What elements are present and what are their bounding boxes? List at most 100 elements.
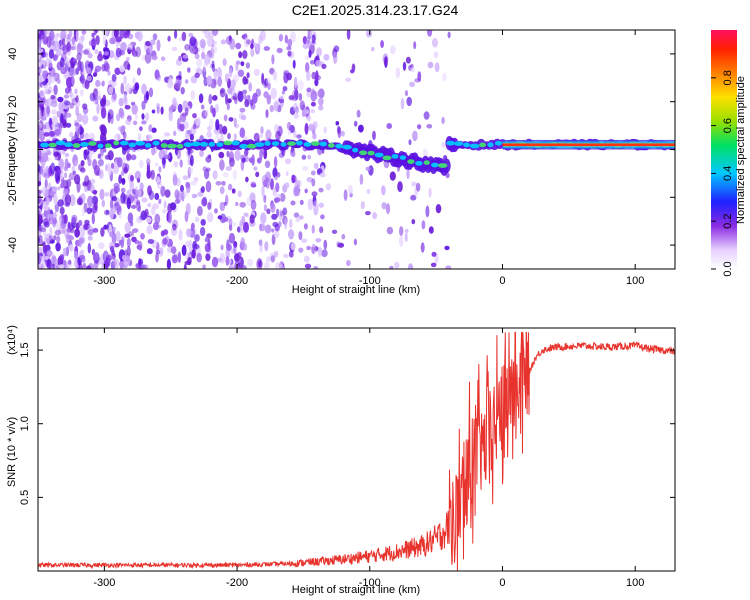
noise-dot [225, 93, 228, 105]
noise-dot [75, 95, 79, 103]
noise-dot [166, 258, 171, 269]
noise-dot [101, 30, 109, 36]
noise-dot [431, 251, 437, 257]
noise-dot [48, 49, 55, 59]
signal-band-core [454, 141, 464, 147]
noise-dot [318, 104, 324, 111]
noise-dot [312, 195, 317, 207]
noise-dot [156, 106, 160, 114]
noise-dot [207, 75, 213, 86]
noise-dot [167, 77, 173, 87]
noise-dot [67, 221, 71, 230]
noise-dot [48, 67, 56, 78]
noise-dot [190, 154, 194, 167]
noise-dot [88, 132, 95, 142]
signal-band-core [223, 140, 233, 146]
noise-dot [60, 65, 65, 73]
noise-dot [120, 41, 127, 52]
signal-band-core [352, 147, 359, 153]
noise-dot [94, 201, 98, 211]
noise-dot [83, 185, 89, 193]
noise-dot [96, 103, 100, 115]
noise-dot [243, 212, 248, 217]
noise-dot [205, 180, 212, 193]
noise-dot [132, 85, 139, 95]
noise-dot [441, 116, 445, 125]
noise-dot [225, 166, 232, 171]
noise-dot [45, 197, 50, 206]
noise-dot [168, 110, 173, 122]
noise-dot [103, 147, 107, 153]
noise-dot [211, 60, 215, 68]
noise-dot [241, 265, 247, 269]
noise-dot [384, 56, 388, 68]
noise-dot [243, 221, 249, 233]
noise-dot [423, 111, 430, 120]
noise-dot [196, 252, 202, 263]
noise-dot [69, 90, 73, 98]
noise-dot [279, 193, 286, 202]
noise-dot [122, 131, 127, 140]
noise-dot [304, 263, 312, 269]
signal-band-core [167, 143, 177, 149]
noise-dot [87, 242, 92, 254]
x-tick-label: -100 [359, 275, 381, 287]
noise-dot [292, 150, 296, 158]
noise-dot [129, 221, 134, 227]
noise-dot [385, 203, 391, 215]
noise-dot [306, 245, 311, 251]
noise-dot [41, 186, 48, 197]
signal-band-core [191, 141, 201, 147]
noise-dot [307, 198, 314, 211]
noise-dot [120, 82, 125, 95]
noise-dot [40, 116, 47, 121]
noise-dot [167, 246, 172, 253]
noise-dot [99, 124, 106, 132]
x-tick-label: 0 [499, 275, 505, 287]
noise-dot [320, 214, 325, 220]
noise-dot [282, 207, 288, 216]
noise-dot [89, 183, 95, 193]
noise-dot [293, 89, 298, 102]
noise-dot [202, 66, 207, 79]
snr-xlabel: Height of straight line (km) [292, 584, 420, 596]
noise-dot [154, 69, 160, 80]
noise-dot [273, 231, 280, 239]
noise-dot [65, 246, 70, 257]
noise-dot [59, 254, 65, 262]
noise-dot [131, 236, 137, 243]
noise-dot [247, 258, 254, 267]
noise-dot [38, 236, 41, 244]
noise-dot [275, 261, 280, 269]
noise-dot [125, 119, 132, 126]
signal-band-core [382, 155, 392, 161]
noise-dot [306, 114, 311, 122]
noise-dot [187, 257, 192, 266]
noise-dot [74, 159, 78, 167]
noise-dot [63, 214, 68, 224]
y-tick-label: 40 [7, 48, 19, 60]
noise-dot [293, 212, 300, 218]
noise-dot [163, 200, 167, 209]
noise-dot [154, 213, 161, 225]
snr-series-line [38, 331, 675, 571]
noise-dot [366, 30, 372, 38]
noise-dot [56, 235, 61, 244]
noise-dot [112, 204, 116, 214]
noise-dot [128, 231, 134, 237]
noise-dot [245, 176, 249, 183]
noise-dot [173, 82, 179, 91]
noise-dot [174, 198, 180, 204]
noise-dot [150, 169, 155, 180]
noise-dot [266, 94, 272, 101]
noise-dot [98, 169, 104, 180]
noise-dot [111, 74, 117, 82]
noise-dot [271, 228, 275, 233]
noise-dot [425, 205, 430, 218]
noise-dot [75, 30, 79, 42]
noise-dot [97, 53, 104, 62]
noise-dot [38, 180, 42, 187]
noise-dot [276, 104, 282, 113]
noise-dot [269, 105, 274, 113]
noise-dot [149, 46, 153, 54]
